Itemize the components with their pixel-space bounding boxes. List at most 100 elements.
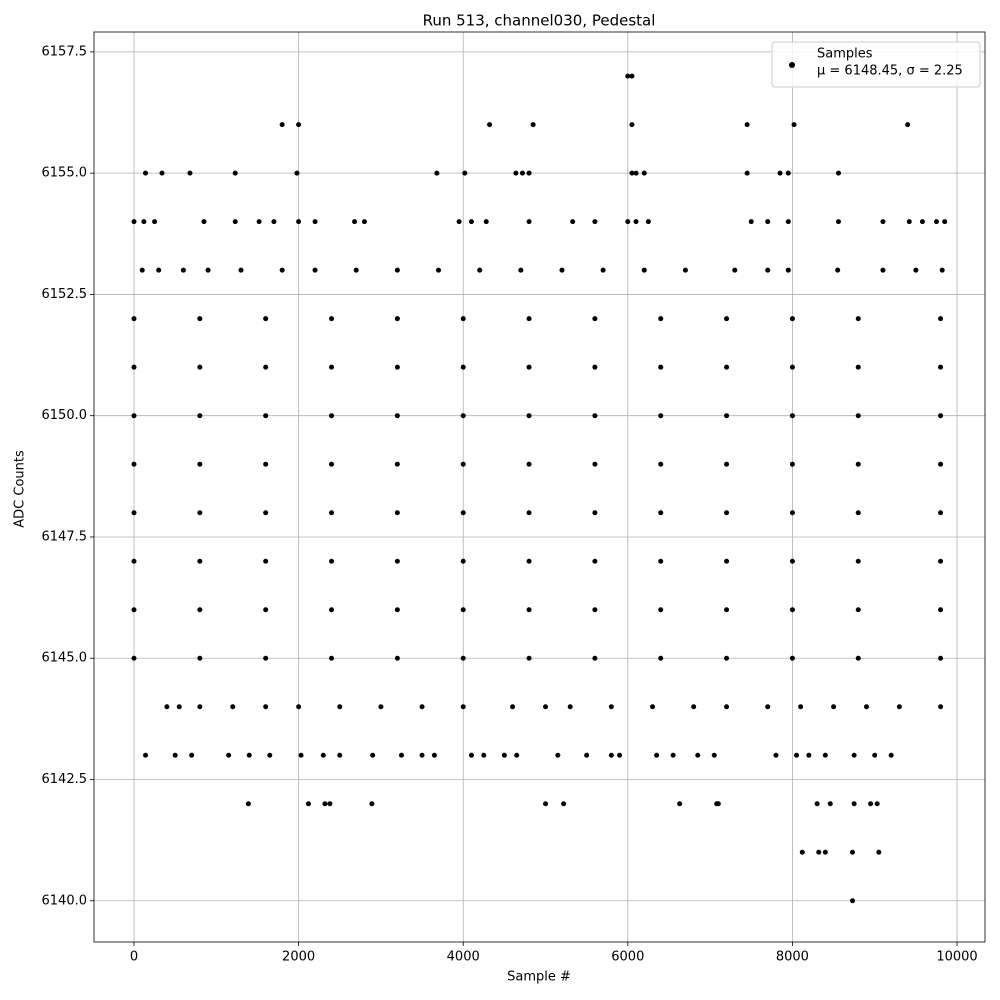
data-point [906, 219, 912, 225]
data-point [938, 704, 944, 710]
data-point [633, 219, 639, 225]
data-point [938, 558, 944, 564]
data-point [822, 849, 828, 855]
data-point [559, 267, 565, 273]
data-point [789, 558, 795, 564]
data-point [724, 461, 730, 467]
data-point [938, 461, 944, 467]
data-point [131, 413, 137, 419]
data-point [394, 364, 400, 370]
legend-note: μ = 6148.45, σ = 2.25 [817, 64, 963, 79]
data-point [329, 461, 335, 467]
data-point [298, 752, 304, 758]
data-point [456, 219, 462, 225]
data-point [592, 219, 598, 225]
y-axis-label: ADC Counts [13, 450, 28, 528]
data-point [279, 267, 285, 273]
data-point [625, 219, 631, 225]
data-point [460, 655, 466, 661]
data-point [263, 558, 269, 564]
data-point [608, 704, 614, 710]
data-point [329, 364, 335, 370]
data-point [501, 752, 507, 758]
data-point [256, 219, 262, 225]
data-point [327, 801, 333, 807]
y-tick-label: 6145.0 [42, 651, 88, 666]
data-point [139, 267, 145, 273]
data-point [942, 219, 948, 225]
data-point [798, 704, 804, 710]
data-point [888, 752, 894, 758]
data-point [872, 752, 878, 758]
data-point [361, 219, 367, 225]
data-point [641, 267, 647, 273]
data-point [131, 655, 137, 661]
data-point [785, 170, 791, 176]
data-point [608, 752, 614, 758]
data-point [791, 122, 797, 128]
data-point [543, 801, 549, 807]
data-point [799, 849, 805, 855]
data-point [939, 267, 945, 273]
data-point [526, 316, 532, 322]
data-point [570, 219, 576, 225]
data-point [831, 704, 837, 710]
data-point [483, 219, 489, 225]
chart-title: Run 513, channel030, Pedestal [423, 12, 656, 30]
data-point [263, 655, 269, 661]
data-point [514, 752, 520, 758]
data-point [263, 316, 269, 322]
data-point [329, 510, 335, 516]
data-point [633, 170, 639, 176]
x-axis-label: Sample # [507, 970, 571, 985]
data-point [460, 461, 466, 467]
data-point [189, 752, 195, 758]
data-point [748, 219, 754, 225]
data-point [197, 316, 203, 322]
data-point [938, 607, 944, 613]
data-point [567, 704, 573, 710]
data-point [263, 413, 269, 419]
data-point [131, 316, 137, 322]
data-point [172, 752, 178, 758]
data-point [855, 316, 861, 322]
data-point [460, 704, 466, 710]
data-point [625, 73, 631, 79]
data-point [814, 801, 820, 807]
data-point [329, 413, 335, 419]
data-point [271, 219, 277, 225]
data-point [226, 752, 232, 758]
data-point [320, 752, 326, 758]
data-point [419, 704, 425, 710]
data-point [394, 607, 400, 613]
data-point [938, 510, 944, 516]
data-point [600, 267, 606, 273]
data-point [650, 704, 656, 710]
legend: Samples μ = 6148.45, σ = 2.25 [771, 41, 981, 88]
data-point [296, 122, 302, 128]
data-point [197, 704, 203, 710]
data-point [201, 219, 207, 225]
data-point [629, 122, 635, 128]
data-point [724, 704, 730, 710]
y-tick-label: 6142.5 [42, 772, 88, 787]
data-point [555, 752, 561, 758]
data-point [159, 170, 165, 176]
data-point [682, 267, 688, 273]
x-tick-label: 0 [130, 950, 138, 965]
data-point [938, 655, 944, 661]
data-point [131, 219, 137, 225]
data-point [855, 510, 861, 516]
data-point [197, 461, 203, 467]
data-point [658, 607, 664, 613]
data-point [263, 607, 269, 613]
data-point [526, 170, 532, 176]
data-point [394, 461, 400, 467]
data-point [724, 413, 730, 419]
y-tick-label: 6147.5 [42, 529, 88, 544]
data-point [152, 219, 158, 225]
data-point [245, 801, 251, 807]
data-point [263, 510, 269, 516]
data-point [592, 558, 598, 564]
data-point [849, 898, 855, 904]
